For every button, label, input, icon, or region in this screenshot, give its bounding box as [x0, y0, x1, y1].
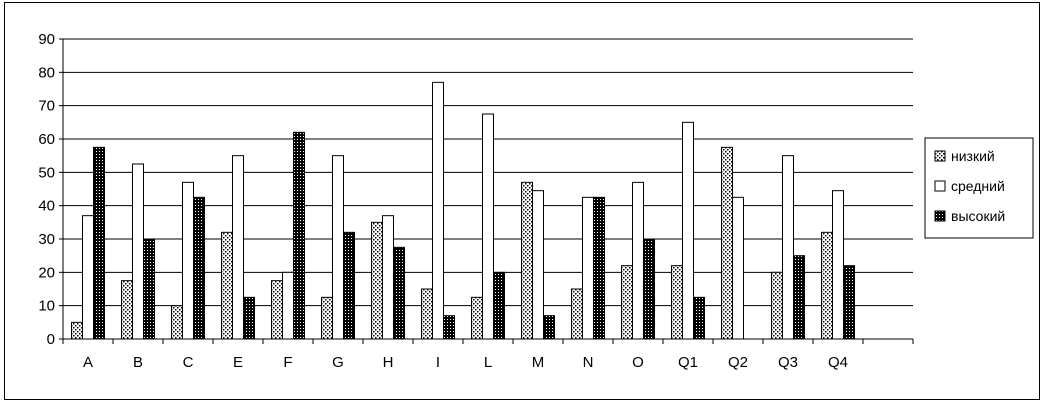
bar-dots-B — [121, 280, 133, 340]
bar-dots-M — [521, 181, 533, 340]
legend-label: высокий — [951, 208, 1005, 224]
bar-dark-C — [193, 196, 205, 340]
chart-frame: 0 10 20 30 40 50 60 70 80 90 A B C E F G H I L M N O Q1 Q2 Q3 Q4… — [4, 2, 1040, 400]
bar-white-Q3 — [782, 155, 794, 340]
y-tick-label: 20 — [38, 264, 55, 281]
bar-dark-F — [293, 131, 305, 340]
x-tick-label: F — [283, 354, 292, 371]
bar-white-H — [382, 215, 394, 340]
bar-white-E — [232, 155, 244, 340]
bar-white-Q4 — [832, 190, 844, 340]
x-tick-label: N — [583, 354, 594, 371]
x-tick-label: G — [332, 354, 344, 371]
legend: низкий средний высокий — [924, 137, 1034, 239]
x-tick-label: B — [133, 354, 143, 371]
bar-dots-G — [321, 296, 333, 340]
bar-dots-Q1 — [671, 265, 683, 340]
legend-label: средний — [951, 178, 1005, 194]
bar-dots-Q2 — [721, 146, 733, 340]
bar-dots-N — [571, 288, 583, 340]
bar-dark-B — [143, 238, 155, 340]
bar-dots-Q4 — [821, 231, 833, 340]
bar-white-O — [632, 181, 644, 340]
y-tick-label: 40 — [38, 198, 55, 215]
y-tick-label: 60 — [38, 131, 55, 148]
x-tick-label: C — [183, 354, 194, 371]
bar-dark-L — [493, 271, 505, 340]
x-tick-label: Q1 — [678, 354, 698, 371]
x-tick-label: A — [83, 354, 93, 371]
bar-white-F — [282, 271, 294, 340]
bar-dots-F — [271, 280, 283, 340]
x-tick-label: Q2 — [728, 354, 748, 371]
y-tick-label: 80 — [38, 64, 55, 81]
bar-white-G — [332, 155, 344, 340]
y-tick-label: 70 — [38, 98, 55, 115]
bar-white-I — [432, 81, 444, 340]
x-tick-label: O — [632, 354, 644, 371]
bar-dark-A — [93, 146, 105, 340]
bar-dots-I — [421, 288, 433, 340]
bar-white-Q2 — [732, 196, 744, 340]
bar-dark-N — [593, 196, 605, 340]
legend-swatch-dots — [934, 150, 946, 162]
bar-dark-O — [643, 238, 655, 340]
bar-dark-I — [443, 315, 455, 340]
bar-white-B — [132, 163, 144, 340]
x-tick-label: H — [383, 354, 394, 371]
x-tick-label: Q3 — [778, 354, 798, 371]
y-tick-label: 10 — [38, 298, 55, 315]
grouped-bar-chart: 0 10 20 30 40 50 60 70 80 90 A B C E F G H I L M N O Q1 Q2 Q3 Q4… — [38, 31, 1034, 371]
bar-dark-Q1 — [693, 296, 705, 340]
bars — [71, 81, 855, 340]
x-tick-label: M — [532, 354, 545, 371]
x-tick-label: L — [484, 354, 492, 371]
x-tick-label: I — [436, 354, 440, 371]
y-tick-label: 50 — [38, 164, 55, 181]
bar-dots-C — [171, 305, 183, 340]
y-tick-label: 30 — [38, 231, 55, 248]
bar-dark-Q4 — [843, 265, 855, 340]
bar-dots-Q3 — [771, 271, 783, 340]
bar-white-M — [532, 190, 544, 340]
bar-dots-L — [471, 296, 483, 340]
bar-white-Q1 — [682, 121, 694, 340]
bar-dots-H — [371, 221, 383, 340]
bar-dots-O — [621, 265, 633, 340]
legend-swatch-white — [934, 180, 946, 192]
bar-white-A — [82, 215, 94, 340]
bar-dark-G — [343, 231, 355, 340]
x-tick-labels: A B C E F G H I L M N O Q1 Q2 Q3 Q4 — [83, 354, 848, 371]
bar-white-C — [182, 181, 194, 340]
bar-white-N — [582, 196, 594, 340]
bar-dark-E — [243, 296, 255, 340]
y-tick-labels: 0 10 20 30 40 50 60 70 80 90 — [38, 31, 55, 348]
bar-dark-M — [543, 315, 555, 340]
bar-white-L — [482, 113, 494, 340]
bar-dark-H — [393, 246, 405, 340]
bar-dots-A — [71, 321, 83, 340]
x-tick-label: Q4 — [828, 354, 848, 371]
y-tick-label: 0 — [47, 331, 55, 348]
y-tick-label: 90 — [38, 31, 55, 48]
legend-label: низкий — [951, 148, 995, 164]
legend-swatch-dark — [934, 210, 946, 222]
x-tick-label: E — [233, 354, 243, 371]
bar-dark-Q3 — [793, 255, 805, 340]
bar-dots-E — [221, 231, 233, 340]
